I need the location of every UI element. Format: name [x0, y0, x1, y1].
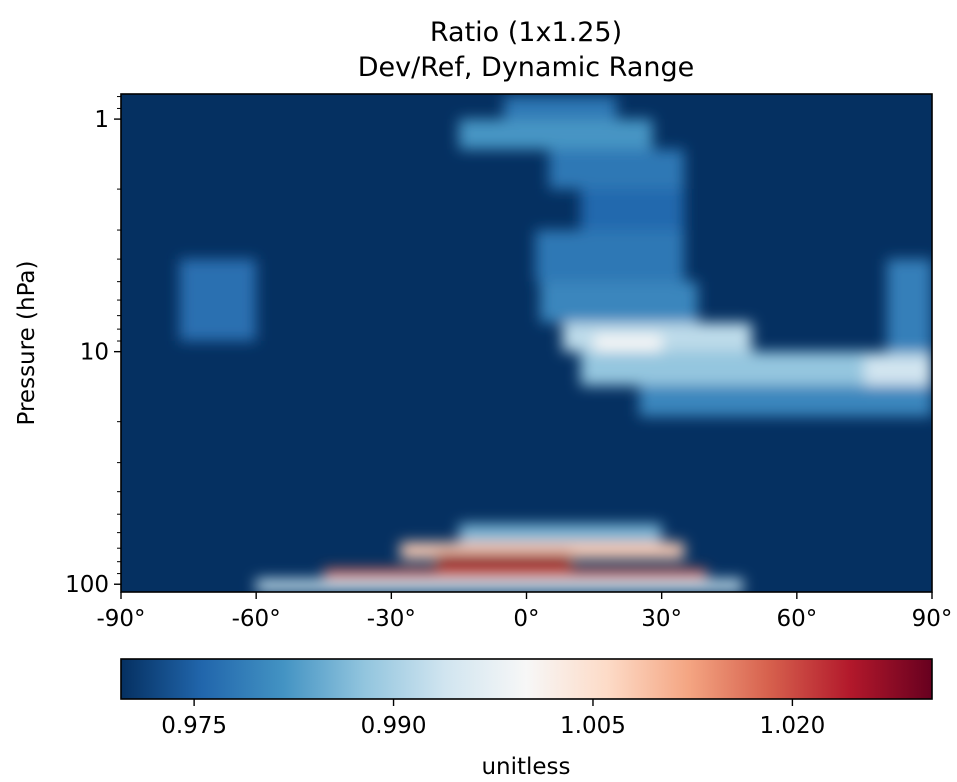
heatmap-background: [121, 94, 932, 592]
heatmap-cell-10: [886, 259, 932, 352]
colorbar: 0.975 0.990 1.005 1.020 unitless: [120, 658, 933, 780]
colorbar-gradient: [120, 658, 933, 700]
x-tick-label: 60°: [776, 606, 817, 632]
heatmap-cell-13: [458, 523, 662, 543]
y-tick-label: 10: [80, 340, 109, 366]
y-tick-label: 1: [94, 107, 109, 133]
chart-title-line2: Dev/Ref, Dynamic Range: [358, 52, 695, 83]
heatmap-cell-3: [580, 189, 685, 231]
heatmap-plot-area: [121, 94, 932, 592]
x-tick-label: -90°: [96, 606, 145, 632]
x-tick-label: -30°: [367, 606, 416, 632]
colorbar-tick-label: 0.990: [361, 713, 427, 739]
y-axis-label: Pressure (hPa): [14, 261, 40, 426]
colorbar-label: unitless: [481, 754, 570, 780]
y-axis: 1 10 100: [65, 96, 121, 598]
y-tick-label: 100: [65, 572, 109, 598]
x-tick-label: -60°: [232, 606, 281, 632]
heatmap-cell-12: [179, 259, 257, 342]
heatmap-cell-15: [436, 553, 572, 569]
heatmap-cell-17: [256, 579, 743, 592]
x-tick-label: 90°: [912, 606, 953, 632]
heatmap-cells: [179, 96, 932, 592]
heatmap-cell-11: [639, 385, 932, 417]
x-tick-label: 30°: [641, 606, 682, 632]
heatmap-cell-2: [549, 149, 685, 190]
heatmap-cell-1: [458, 119, 653, 150]
colorbar-tick-label: 1.020: [759, 713, 825, 739]
heatmap-cell-0: [503, 96, 617, 120]
colorbar-tick-label: 1.005: [560, 713, 626, 739]
heatmap-cell-4: [535, 230, 685, 282]
colorbar-tick-label: 0.975: [161, 713, 227, 739]
heatmap-cell-5: [540, 281, 698, 323]
chart-title-line1: Ratio (1x1.25): [430, 17, 622, 48]
x-tick-label: 0°: [513, 606, 539, 632]
x-axis: -90° -60° -30° 0° 30° 60° 90°: [96, 592, 952, 632]
colorbar-ticks: 0.975 0.990 1.005 1.020: [161, 699, 825, 739]
